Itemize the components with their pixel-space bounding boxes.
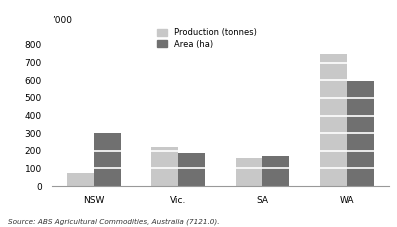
Text: Source: ABS Agricultural Commodities, Australia (7121.0).: Source: ABS Agricultural Commodities, Au… bbox=[8, 218, 220, 225]
Text: ’000: ’000 bbox=[52, 17, 72, 25]
Bar bbox=[94, 133, 121, 186]
Bar bbox=[320, 54, 347, 186]
Legend: Production (tonnes), Area (ha): Production (tonnes), Area (ha) bbox=[157, 28, 256, 49]
Bar bbox=[178, 153, 205, 186]
Bar bbox=[347, 81, 374, 186]
Bar bbox=[235, 158, 262, 186]
Bar bbox=[151, 147, 178, 186]
Bar bbox=[262, 156, 289, 186]
Bar bbox=[67, 173, 94, 186]
